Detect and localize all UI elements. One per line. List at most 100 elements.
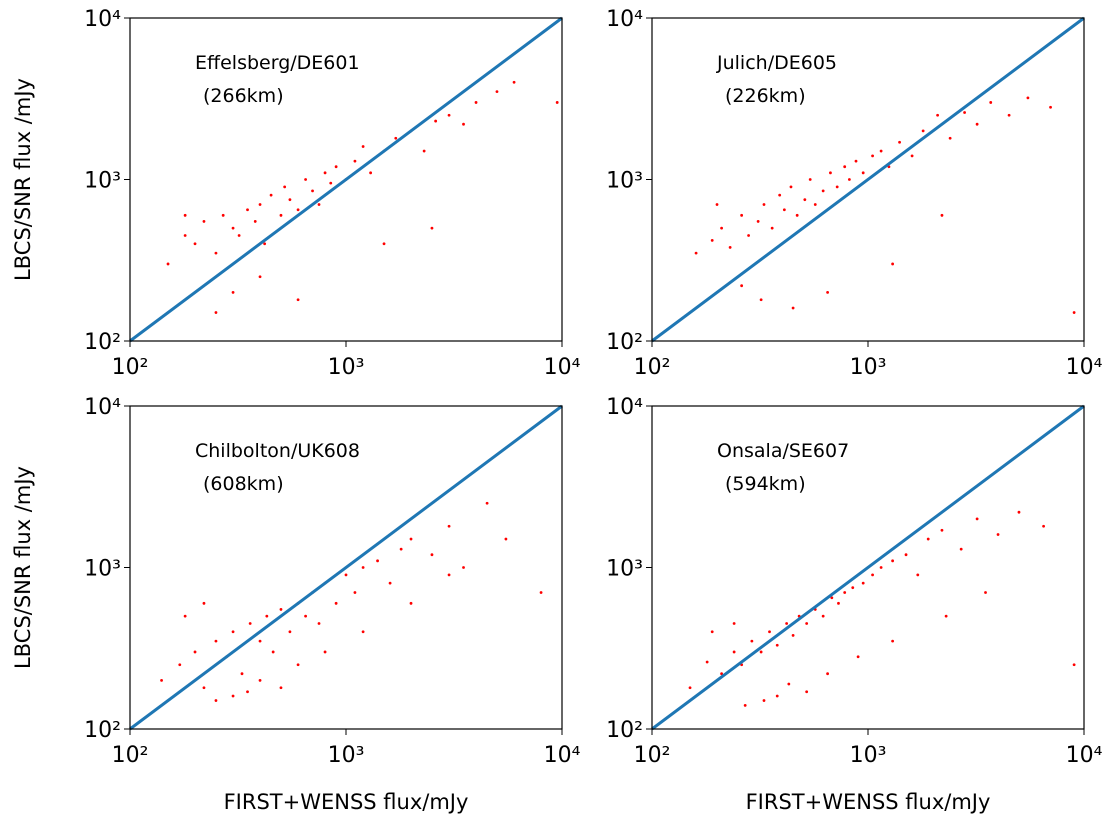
point: [214, 311, 218, 314]
x-tick-label: 10³: [850, 355, 887, 380]
point: [829, 171, 832, 175]
point: [193, 650, 197, 654]
point: [304, 178, 307, 181]
x-tick-label: 10³: [328, 743, 365, 768]
annotation: Effelsberg/DE601: [195, 52, 360, 74]
point: [474, 101, 478, 104]
point: [353, 159, 357, 163]
point: [728, 245, 732, 249]
point: [904, 553, 908, 557]
y-tick-label: 10⁴: [84, 395, 121, 420]
point: [871, 154, 874, 158]
annotation: (266km): [203, 85, 284, 107]
point: [984, 591, 987, 594]
y-tick-label: 10²: [606, 718, 643, 743]
point: [975, 122, 979, 126]
point: [720, 672, 723, 676]
x-tick-label: 10³: [850, 743, 887, 768]
point: [705, 660, 709, 664]
point: [762, 203, 766, 206]
point: [382, 242, 386, 246]
reference-line: [651, 404, 1085, 731]
point: [1072, 663, 1076, 667]
point: [916, 573, 920, 577]
point: [430, 553, 434, 557]
y-tick-label: 10³: [606, 169, 643, 194]
point: [759, 298, 763, 302]
point: [231, 226, 235, 230]
point: [279, 686, 283, 690]
point: [891, 262, 895, 266]
point: [485, 501, 489, 505]
point: [166, 262, 170, 266]
point: [304, 614, 307, 618]
point: [246, 208, 249, 212]
point: [183, 213, 187, 217]
point: [762, 699, 766, 702]
y-tick-label: 10⁴: [84, 7, 121, 32]
x-axis-label: FIRST+WENSS flux/mJy: [746, 790, 991, 814]
point: [805, 690, 809, 694]
point: [791, 633, 795, 637]
point: [743, 704, 747, 707]
point: [361, 630, 365, 634]
point: [240, 672, 244, 676]
point: [160, 678, 163, 682]
y-axis-label: LBCS/SNR flux /mJy: [11, 78, 35, 281]
point: [555, 101, 559, 104]
point: [344, 573, 348, 577]
point: [879, 149, 883, 153]
y-tick-label: 10⁴: [606, 395, 643, 420]
point: [768, 630, 771, 634]
annotation: Onsala/SE607: [717, 440, 849, 462]
point: [747, 234, 750, 237]
point: [214, 639, 218, 643]
point: [759, 650, 763, 654]
point: [710, 238, 714, 242]
point: [926, 537, 930, 541]
x-tick-label: 10²: [112, 743, 149, 768]
point: [830, 596, 834, 600]
point: [462, 566, 465, 569]
point: [258, 203, 262, 206]
point: [826, 672, 829, 676]
point: [821, 614, 825, 618]
point: [369, 171, 373, 175]
point: [778, 193, 782, 197]
point: [921, 129, 925, 133]
point: [447, 113, 451, 117]
x-axis-label: FIRST+WENSS flux/mJy: [224, 790, 469, 814]
point: [1007, 113, 1011, 117]
point: [936, 113, 939, 117]
annotation: (608km): [203, 473, 284, 495]
point: [989, 101, 993, 104]
point: [193, 242, 197, 246]
point: [317, 203, 321, 206]
point: [940, 528, 944, 532]
point: [214, 251, 218, 255]
point: [334, 601, 338, 605]
point: [265, 614, 269, 618]
point: [837, 601, 840, 605]
point: [296, 663, 300, 667]
y-tick-label: 10²: [84, 330, 121, 355]
point: [948, 136, 952, 140]
point: [940, 213, 944, 217]
y-tick-label: 10²: [606, 330, 643, 355]
point: [789, 185, 793, 189]
point: [323, 171, 327, 175]
point: [879, 566, 883, 569]
point: [843, 165, 847, 169]
point: [1049, 105, 1052, 109]
point: [317, 622, 321, 625]
point: [283, 185, 287, 189]
point: [795, 213, 799, 217]
point: [891, 559, 895, 563]
x-tick-label: 10²: [634, 355, 671, 380]
y-tick-label: 10²: [84, 718, 121, 743]
point: [231, 694, 235, 698]
y-axis-label: LBCS/SNR flux /mJy: [11, 466, 35, 669]
point: [434, 119, 438, 123]
point: [296, 208, 300, 212]
point: [821, 189, 825, 193]
